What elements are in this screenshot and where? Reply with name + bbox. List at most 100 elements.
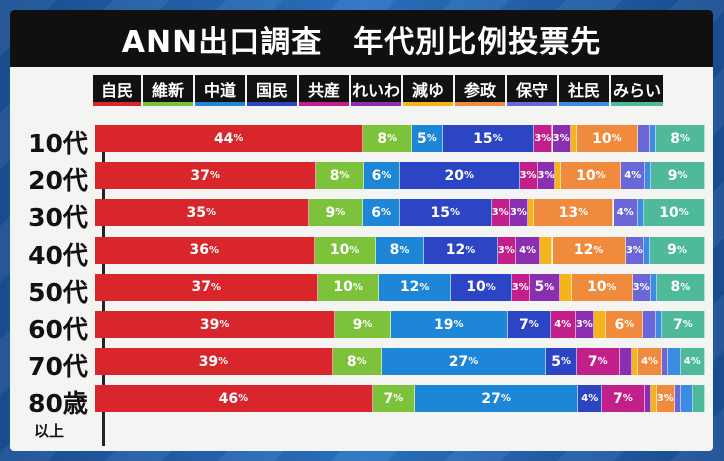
data-label-unit: % [518,281,529,293]
data-label: 10 [659,204,679,221]
data-label: 3 [497,244,505,256]
bar-segment: 27% [415,385,579,413]
category-label: 10代 [28,129,88,158]
data-label-unit: % [544,170,555,182]
bar-segment: 3% [656,385,675,413]
data-label: 3 [625,244,633,256]
data-label: 3 [575,319,583,330]
bar-segment: 7% [661,311,705,338]
bar-segment: 15% [400,199,492,227]
data-label-unit: % [492,133,503,144]
bar-segment [650,385,657,413]
bar-segment: 9% [650,236,705,264]
data-label-unit: % [399,244,410,256]
bar-segment: 12% [378,273,452,301]
bar-segment [631,348,638,376]
bar-segment: 3% [491,199,510,227]
bar-segment [643,311,656,338]
data-label: 20 [444,167,465,184]
bar-segment [650,273,657,301]
data-label-unit: % [465,244,476,256]
data-label: 3 [537,170,545,182]
bar-segment: 8% [656,125,705,152]
data-label: 3 [491,207,499,219]
bar-segment: 10% [576,125,638,152]
data-label-unit: % [381,170,392,182]
legend-item: みらい [611,75,663,106]
data-label-unit: % [335,207,346,219]
data-label-unit: % [453,319,464,330]
bar-segment: 39% [95,348,333,376]
category-sublabel: 以上 [34,422,65,440]
data-label: 9 [352,316,363,333]
data-label-unit: % [209,170,220,182]
bar-segment: 39% [95,311,336,338]
legend-item: 社民 [559,75,609,106]
data-label-unit: % [205,207,216,219]
bar-segment: 3% [575,311,595,338]
data-label: 5 [417,130,427,147]
data-label: 5 [534,279,545,296]
bar-segment: 6% [364,162,400,190]
data-label: 3 [656,393,664,405]
bar-segment: 7% [576,348,620,376]
data-label-unit: % [500,393,511,405]
data-label-unit: % [516,207,527,219]
bar-segment: 27% [381,348,547,376]
data-label-unit: % [210,281,221,293]
data-label-unit: % [362,319,373,330]
data-label: 36 [189,242,210,259]
data-label-unit: % [582,319,593,330]
data-label: 4 [519,244,527,256]
bar-segment: 8% [332,348,382,376]
bar-segment: 3% [520,162,538,190]
data-label: 6 [371,167,382,184]
bar-segment: 8% [363,125,413,152]
data-label-unit: % [485,281,496,293]
legend-item: れいわ [351,75,401,106]
bar-segment: 5% [529,273,561,301]
data-label-unit: % [559,133,570,144]
category-label: 70代 [28,352,88,382]
data-label: 8 [389,242,400,259]
data-label-unit: % [639,281,650,293]
data-label-unit: % [678,207,689,219]
bar-segment: 19% [390,311,508,338]
data-label-unit: % [526,244,537,256]
legend-item: 減ゆ [403,75,453,106]
bar-segment: 3% [632,273,651,301]
bar-segment [644,236,651,264]
data-label-unit: % [690,356,701,368]
bar-segment: 9% [335,311,391,338]
data-label-unit: % [468,356,479,368]
bar-segment: 4% [578,385,603,413]
bar-segment: 35% [95,199,309,227]
data-label: 12 [573,242,594,259]
category-label: 20代 [28,166,88,196]
bar-segment [692,385,705,413]
data-label: 27 [448,353,469,370]
bar-segment: 7% [372,385,416,413]
data-label: 6 [614,316,625,333]
data-label-unit: % [541,133,552,144]
legend-item: 中道 [195,75,245,106]
bar-segment: 6% [606,311,644,338]
data-label: 10 [576,167,596,184]
legend-item: 保守 [507,75,557,106]
data-label: 6 [371,204,382,221]
data-label-unit: % [219,319,230,330]
bar-segment: 8% [375,236,425,264]
chart-title: ANN出口調査 年代別比例投票先 [10,10,713,67]
data-label-unit: % [677,170,688,182]
bar-segment [560,273,573,301]
data-label: 15 [430,204,450,221]
data-label: 39 [198,353,219,370]
data-label-unit: % [498,207,509,219]
bar-segment: 10% [644,199,705,227]
bar-segment [637,199,644,227]
data-label-unit: % [606,281,617,293]
data-label: 12 [399,279,420,296]
category-label: 50代 [28,277,88,307]
legend-item: 参政 [455,75,505,106]
bar-segment [662,348,669,376]
